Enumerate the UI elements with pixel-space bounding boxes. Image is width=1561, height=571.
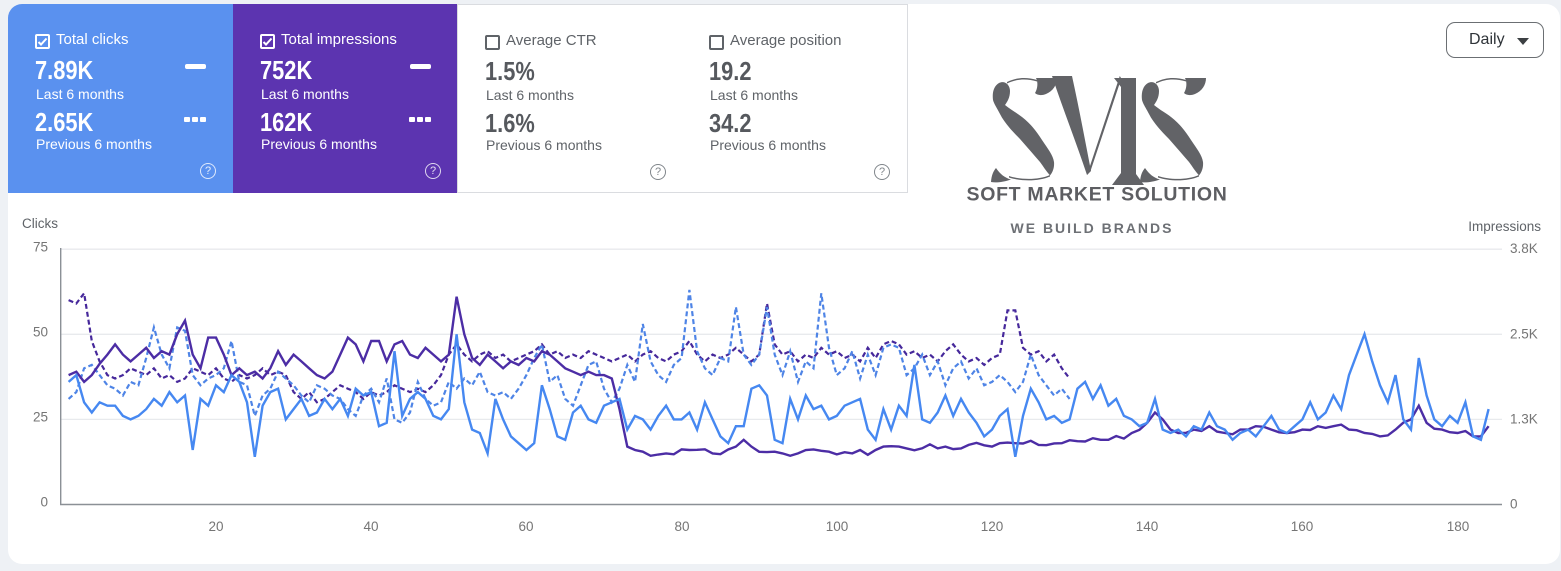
svg-text:20: 20 (208, 519, 223, 534)
svg-text:120: 120 (981, 519, 1004, 534)
svg-text:50: 50 (33, 325, 48, 340)
svg-text:Impressions: Impressions (1468, 219, 1541, 234)
svg-text:2.5K: 2.5K (1510, 326, 1538, 341)
svg-text:80: 80 (674, 519, 689, 534)
svg-text:160: 160 (1291, 519, 1314, 534)
svg-text:Clicks: Clicks (22, 216, 58, 231)
svg-text:100: 100 (826, 519, 849, 534)
svg-text:1.3K: 1.3K (1510, 411, 1538, 426)
svg-text:0: 0 (40, 495, 48, 510)
svg-text:180: 180 (1447, 519, 1470, 534)
svg-text:25: 25 (33, 410, 48, 425)
svg-text:40: 40 (363, 519, 378, 534)
svg-text:SOFT MARKET SOLUTION: SOFT MARKET SOLUTION (967, 184, 1228, 206)
svg-text:0: 0 (1510, 497, 1518, 512)
svg-text:3.8K: 3.8K (1510, 241, 1538, 256)
svg-text:WE BUILD BRANDS: WE BUILD BRANDS (1011, 220, 1174, 236)
svg-text:140: 140 (1136, 519, 1159, 534)
svg-text:60: 60 (518, 519, 533, 534)
svg-text:75: 75 (33, 239, 48, 254)
